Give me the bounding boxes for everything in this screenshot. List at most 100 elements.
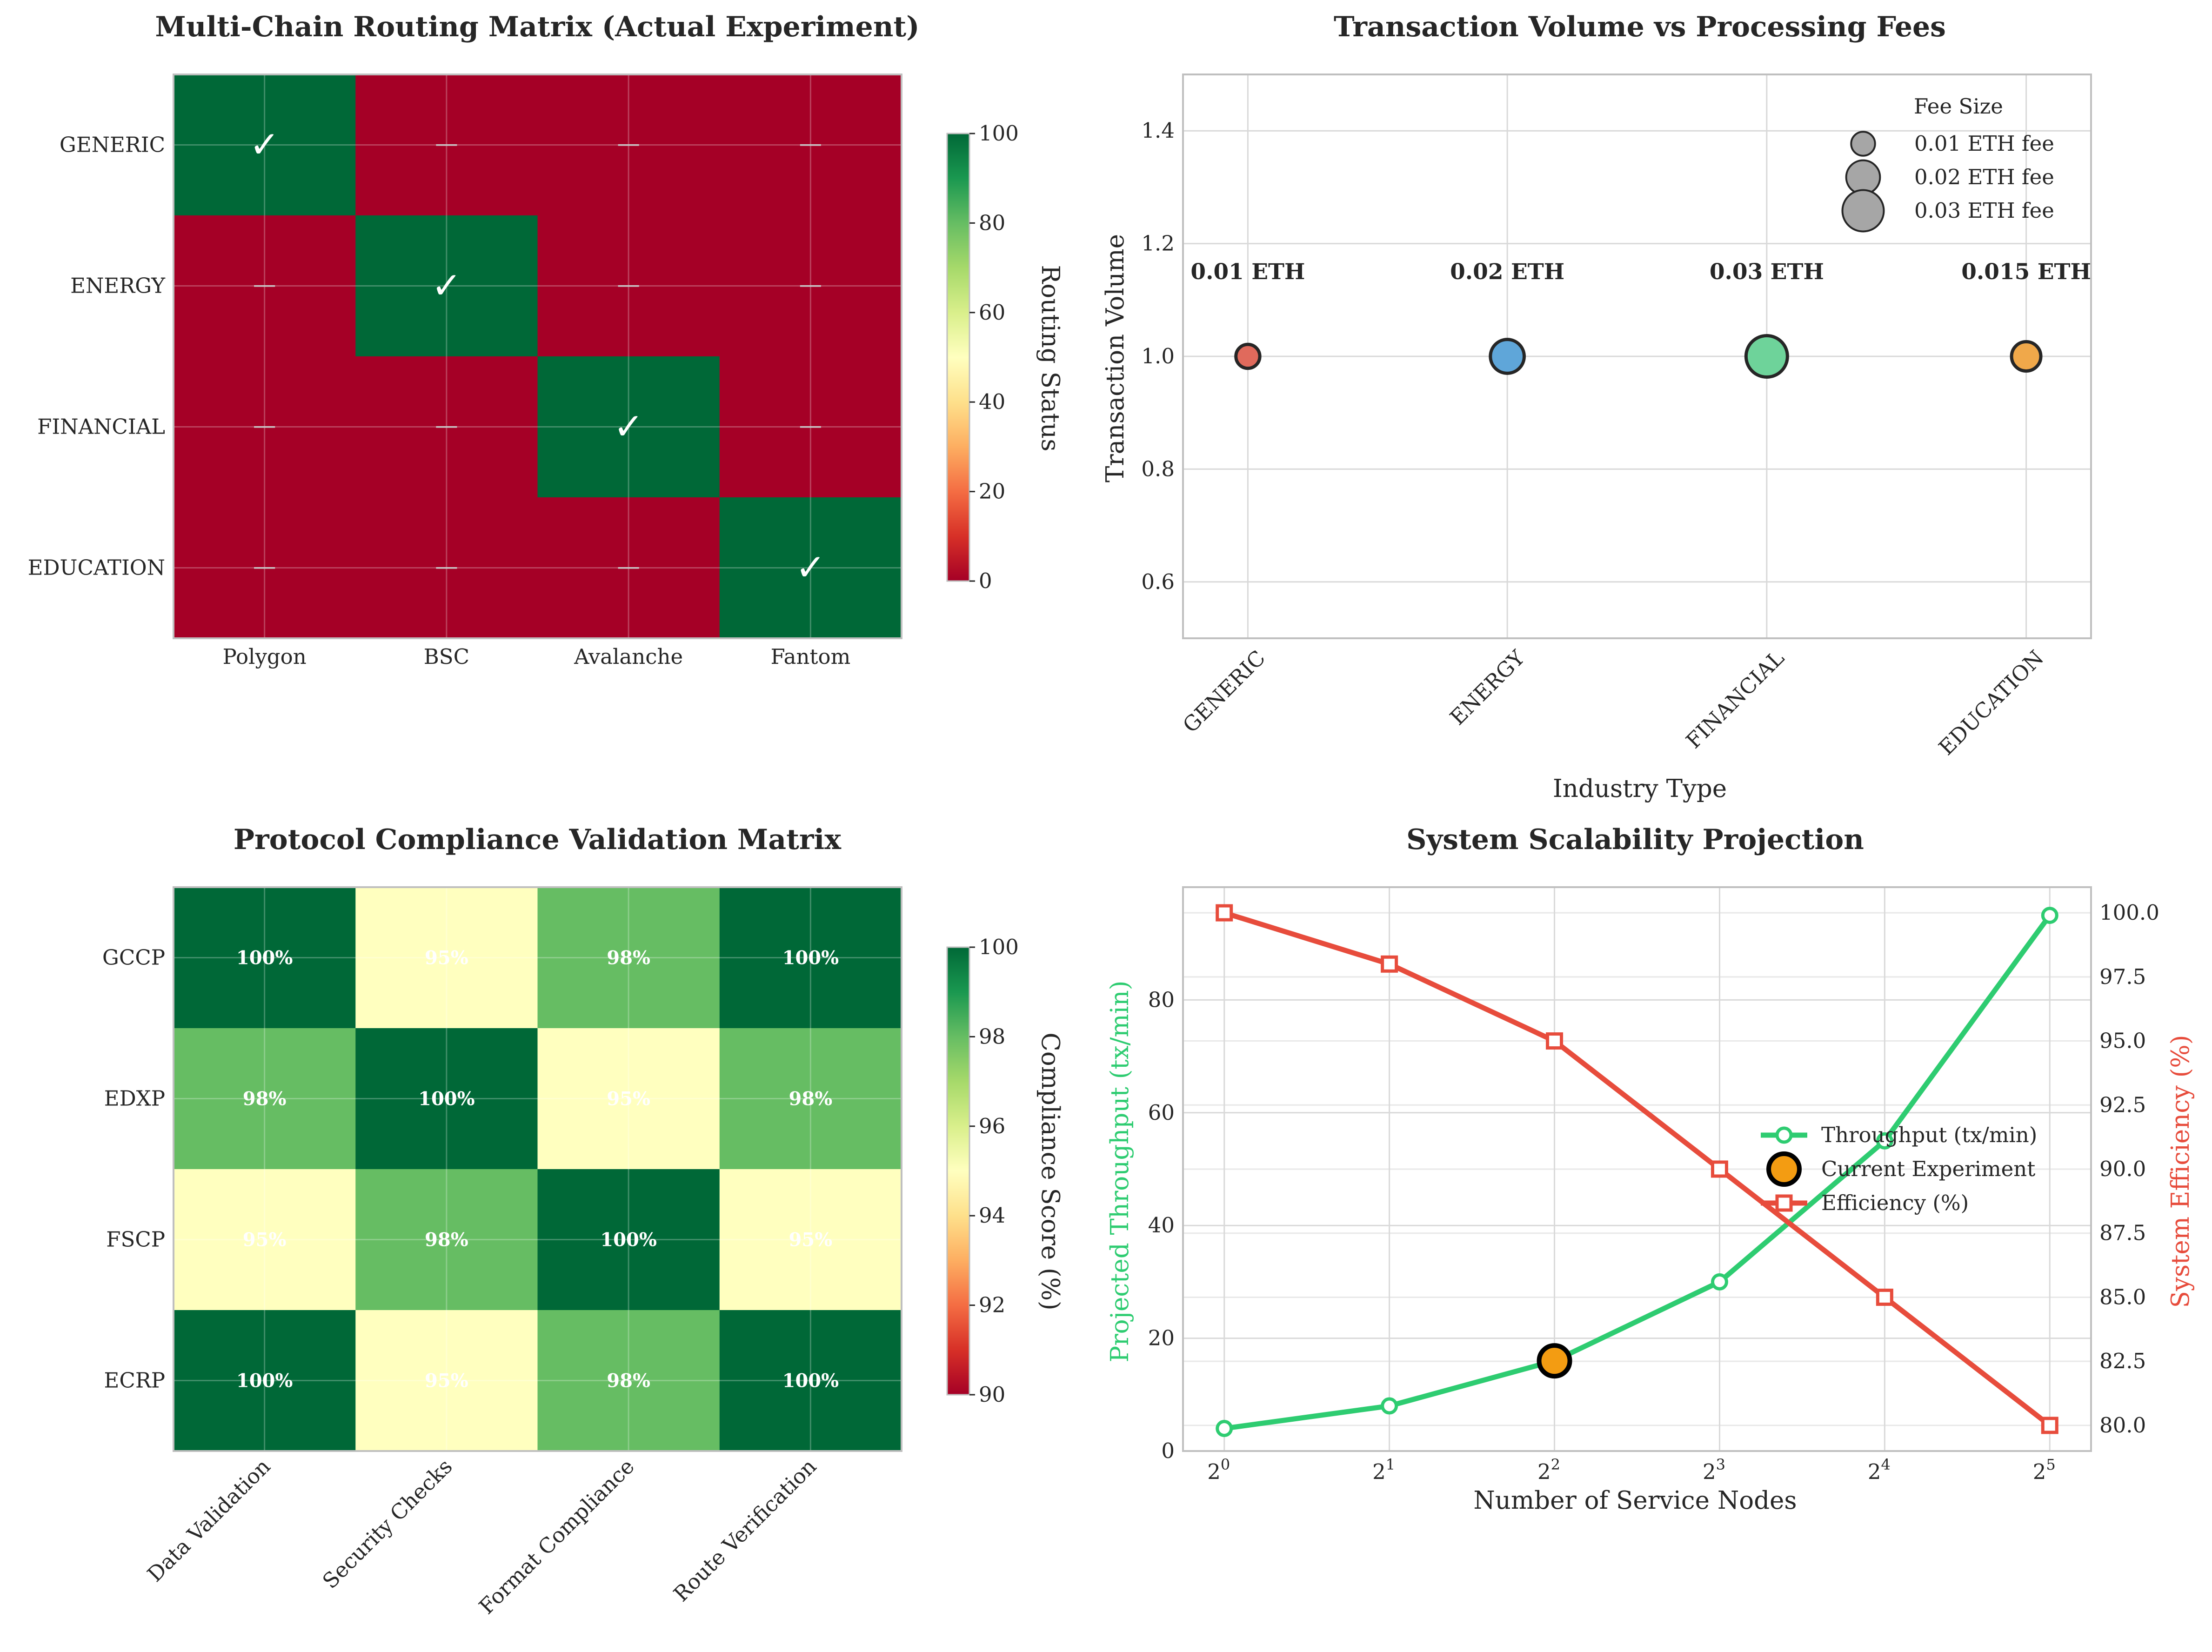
efficiency-point	[2041, 1417, 2058, 1434]
y-tick-label: 1.0	[1141, 344, 1175, 368]
column-tick-label: Fantom	[770, 644, 850, 669]
legend-label: Current Experiment	[1821, 1157, 2035, 1181]
routing-status-colorbar: 0 20 40 60 80 100	[946, 121, 1019, 593]
cell-value-label: 100%	[600, 1229, 657, 1251]
column-tick-label: Data Validation	[142, 1454, 275, 1586]
series-line	[1223, 914, 2052, 1431]
heatmap-cell	[174, 497, 356, 639]
row-tick-label: EDUCATION	[28, 555, 165, 580]
routing-status-colorbar-label: Routing Status	[1036, 265, 1064, 452]
heatmap-cell	[174, 74, 356, 216]
panel-volume-vs-fees: Transaction Volume vs Processing Fees 0.…	[1101, 11, 2092, 803]
not-routed-mark: —	[253, 553, 276, 580]
heatmap-cell	[355, 497, 538, 639]
fee-annotation: 0.015 ETH	[1961, 259, 2091, 285]
throughput-point	[1216, 1420, 1233, 1438]
legend-label: Throughput (tx/min)	[1821, 1123, 2037, 1147]
fee-annotation: 0.01 ETH	[1190, 259, 1305, 285]
heatmap-cell	[537, 1310, 720, 1451]
panel-routing-matrix: Multi-Chain Routing Matrix (Actual Exper…	[28, 11, 1064, 669]
throughput-axis-label: Projected Throughput (tx/min)	[1106, 981, 1134, 1363]
scalability-plot: 0 20 40 60 80 80.0 82.5 85.0 87.5 90.0 92.5 95.0 97.…	[1148, 886, 2159, 1484]
throughput-point	[1381, 1397, 1398, 1415]
row-tick-label: FINANCIAL	[37, 415, 165, 439]
colorbar-tick-label: 94	[979, 1203, 1005, 1228]
cell-value-label: 95%	[243, 1229, 287, 1251]
scalability-x-label: Number of Service Nodes	[1473, 1486, 1797, 1515]
x-tick-label: FINANCIAL	[1681, 645, 1789, 753]
cell-value-label: 95%	[789, 1229, 833, 1251]
cell-value-label: 100%	[782, 1370, 839, 1392]
right-tick-label: 85.0	[2099, 1284, 2146, 1309]
heatmap-cell	[355, 215, 538, 357]
x-tick-label: GENERIC	[1178, 645, 1270, 737]
heatmap-cell	[355, 356, 538, 498]
throughput-point	[1711, 1273, 1728, 1291]
colorbar-tick-label: 90	[979, 1382, 1005, 1407]
colorbar-tick-label: 60	[979, 300, 1005, 325]
routed-check-mark: ✓	[795, 547, 826, 589]
efficiency-point	[1711, 1160, 1728, 1178]
heatmap-cell	[537, 1169, 720, 1311]
routing-matrix-title: Multi-Chain Routing Matrix (Actual Exper…	[155, 11, 919, 43]
not-routed-mark: —	[253, 271, 276, 298]
left-tick-label: 20	[1148, 1326, 1175, 1351]
fee-annotation: 0.03 ETH	[1710, 259, 1824, 285]
plot-frame	[1182, 74, 2092, 639]
legend-marker	[1775, 1126, 1793, 1144]
volume-fees-y-label: Transaction Volume	[1101, 234, 1129, 482]
compliance-matrix-cells: GCCP EDXP FSCP ECRP Data Validation Security …	[102, 886, 902, 1619]
fee-size-legend-title: Fee Size	[1914, 94, 2003, 119]
column-tick-label: Security Checks	[318, 1454, 457, 1593]
efficiency-point	[1216, 904, 1233, 922]
right-tick-label: 95.0	[2099, 1029, 2146, 1053]
not-routed-mark: —	[435, 412, 458, 439]
compliance-score-colorbar: 90 92 94 96 98 100	[946, 935, 1019, 1407]
cell-value-label: 100%	[782, 947, 839, 969]
current-experiment-point	[1537, 1343, 1572, 1379]
column-tick-label: Avalanche	[574, 644, 683, 669]
efficiency-point	[1381, 955, 1398, 973]
y-tick-label: 0.8	[1141, 456, 1175, 481]
not-routed-mark: —	[617, 271, 640, 298]
plot-frame	[1182, 886, 2092, 1452]
cell-value-label: 100%	[418, 1088, 475, 1110]
heatmap-cell	[719, 1169, 902, 1311]
colorbar-tick-label: 100	[979, 935, 1019, 959]
heatmap-cell	[355, 1169, 538, 1311]
left-tick-label: 60	[1148, 1100, 1175, 1125]
heatmap-cell	[355, 887, 538, 1029]
scalability-title: System Scalability Projection	[1406, 823, 1864, 856]
throughput-point	[1876, 1132, 1893, 1150]
row-tick-label: ENERGY	[70, 274, 166, 298]
throughput-point	[2041, 907, 2058, 924]
volume-fees-x-label: Industry Type	[1553, 775, 1727, 803]
heatmap-cell	[537, 74, 720, 216]
row-tick-label: EDXP	[104, 1086, 165, 1111]
heatmap-cell	[719, 74, 902, 216]
colorbar-tick-label: 92	[979, 1293, 1005, 1318]
right-tick-label: 97.5	[2099, 964, 2146, 989]
row-tick-label: FSCP	[106, 1227, 165, 1252]
right-tick-label: 90.0	[2099, 1157, 2146, 1181]
efficiency-point	[1876, 1288, 1893, 1306]
not-routed-mark: —	[617, 130, 640, 157]
routing-matrix-cells: GENERIC ENERGY FINANCIAL EDUCATION Polygon BS…	[28, 74, 902, 669]
fee-annotation: 0.02 ETH	[1450, 259, 1564, 285]
row-tick-label: ECRP	[104, 1368, 165, 1393]
right-tick-label: 100.0	[2099, 900, 2159, 925]
heatmap-cell	[174, 356, 356, 498]
right-tick-label: 82.5	[2099, 1349, 2146, 1373]
x-tick-label: EDUCATION	[1934, 645, 2048, 760]
not-routed-mark: —	[435, 553, 458, 580]
fee-point	[2010, 340, 2043, 373]
not-routed-mark: —	[435, 130, 458, 157]
heatmap-cell	[719, 497, 902, 639]
heatmap-cell	[355, 1028, 538, 1170]
heatmap-cell	[355, 74, 538, 216]
column-tick-label: Format Compliance	[474, 1454, 639, 1619]
legend-marker	[1845, 159, 1881, 195]
legend-marker	[1850, 131, 1876, 157]
legend-marker	[1841, 189, 1885, 233]
compliance-score-colorbar-label: Compliance Score (%)	[1036, 1032, 1064, 1310]
